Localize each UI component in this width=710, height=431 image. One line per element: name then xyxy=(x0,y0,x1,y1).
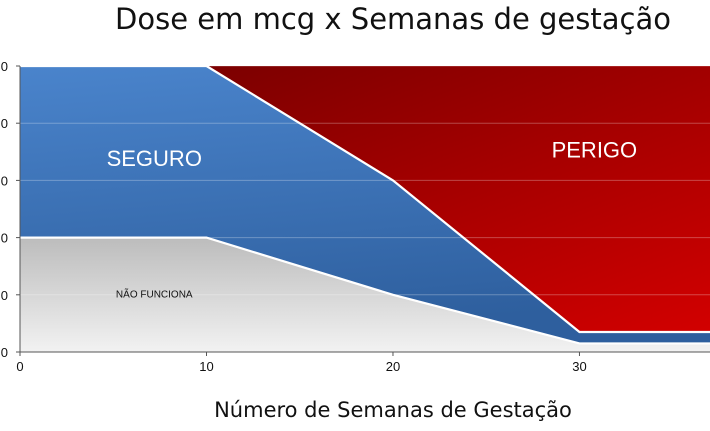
x-tick-label: 30 xyxy=(572,359,586,374)
boundary-line-seguro xyxy=(20,64,710,334)
y-tick-label: 0 xyxy=(1,231,8,246)
boundary-line-nao-funciona xyxy=(20,236,710,345)
chart-title: Dose em mcg x Semanas de gestação xyxy=(115,2,671,36)
x-tick-label: 0 xyxy=(16,359,23,374)
region-nao-funciona xyxy=(20,237,710,352)
region-seguro xyxy=(20,66,710,344)
x-tick-label: 10 xyxy=(199,359,213,374)
region-label-perigo: PERIGO xyxy=(552,138,638,163)
region-perigo xyxy=(20,66,710,332)
y-tick-label: 0 xyxy=(1,59,8,74)
y-tick-label: 0 xyxy=(1,173,8,188)
x-tick-label: 20 xyxy=(386,359,400,374)
x-axis-title: Número de Semanas de Gestação xyxy=(214,398,572,422)
region-label-seguro: SEGURO xyxy=(107,146,202,171)
region-label-nao-funciona: NÃO FUNCIONA xyxy=(116,288,193,301)
y-tick-label: 0 xyxy=(1,288,8,303)
y-tick-label: 0 xyxy=(1,345,8,360)
y-tick-label: 0 xyxy=(1,116,8,131)
